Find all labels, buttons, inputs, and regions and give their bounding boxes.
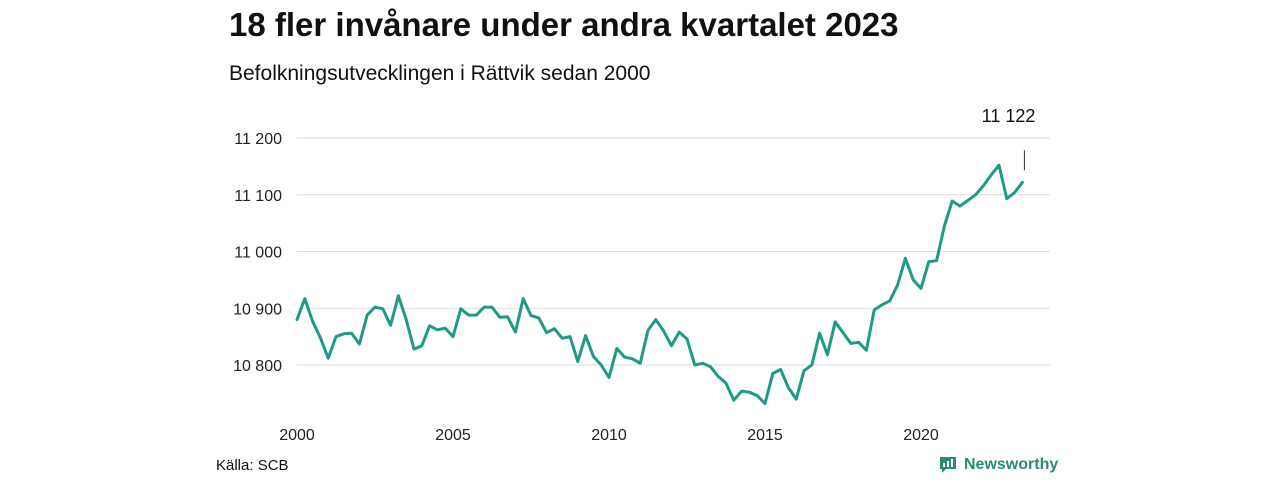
x-tick-label: 2010 bbox=[591, 427, 627, 444]
x-tick-label: 2000 bbox=[279, 427, 315, 444]
chart-subtitle: Befolkningsutvecklingen i Rättvik sedan … bbox=[229, 62, 651, 85]
chart-title: 18 fler invånare under andra kvartalet 2… bbox=[229, 6, 899, 43]
y-tick-label: 11 100 bbox=[234, 188, 282, 205]
brand-name: Newsworthy bbox=[964, 456, 1059, 473]
newsworthy-logo-icon bbox=[940, 457, 956, 473]
x-tick-label: 2015 bbox=[747, 427, 783, 444]
series-line bbox=[295, 163, 1024, 406]
y-tick-label: 10 800 bbox=[233, 358, 282, 375]
annotation-label: 11 122 bbox=[982, 106, 1036, 126]
source-note: Källa: SCB bbox=[216, 457, 289, 474]
y-tick-label: 11 200 bbox=[234, 131, 282, 148]
x-tick-label: 2005 bbox=[435, 427, 471, 444]
x-tick-label: 2020 bbox=[903, 427, 939, 444]
y-tick-label: 11 000 bbox=[234, 245, 282, 262]
brand-logo: Newsworthy bbox=[938, 455, 1058, 475]
y-tick-label: 10 900 bbox=[233, 301, 282, 318]
